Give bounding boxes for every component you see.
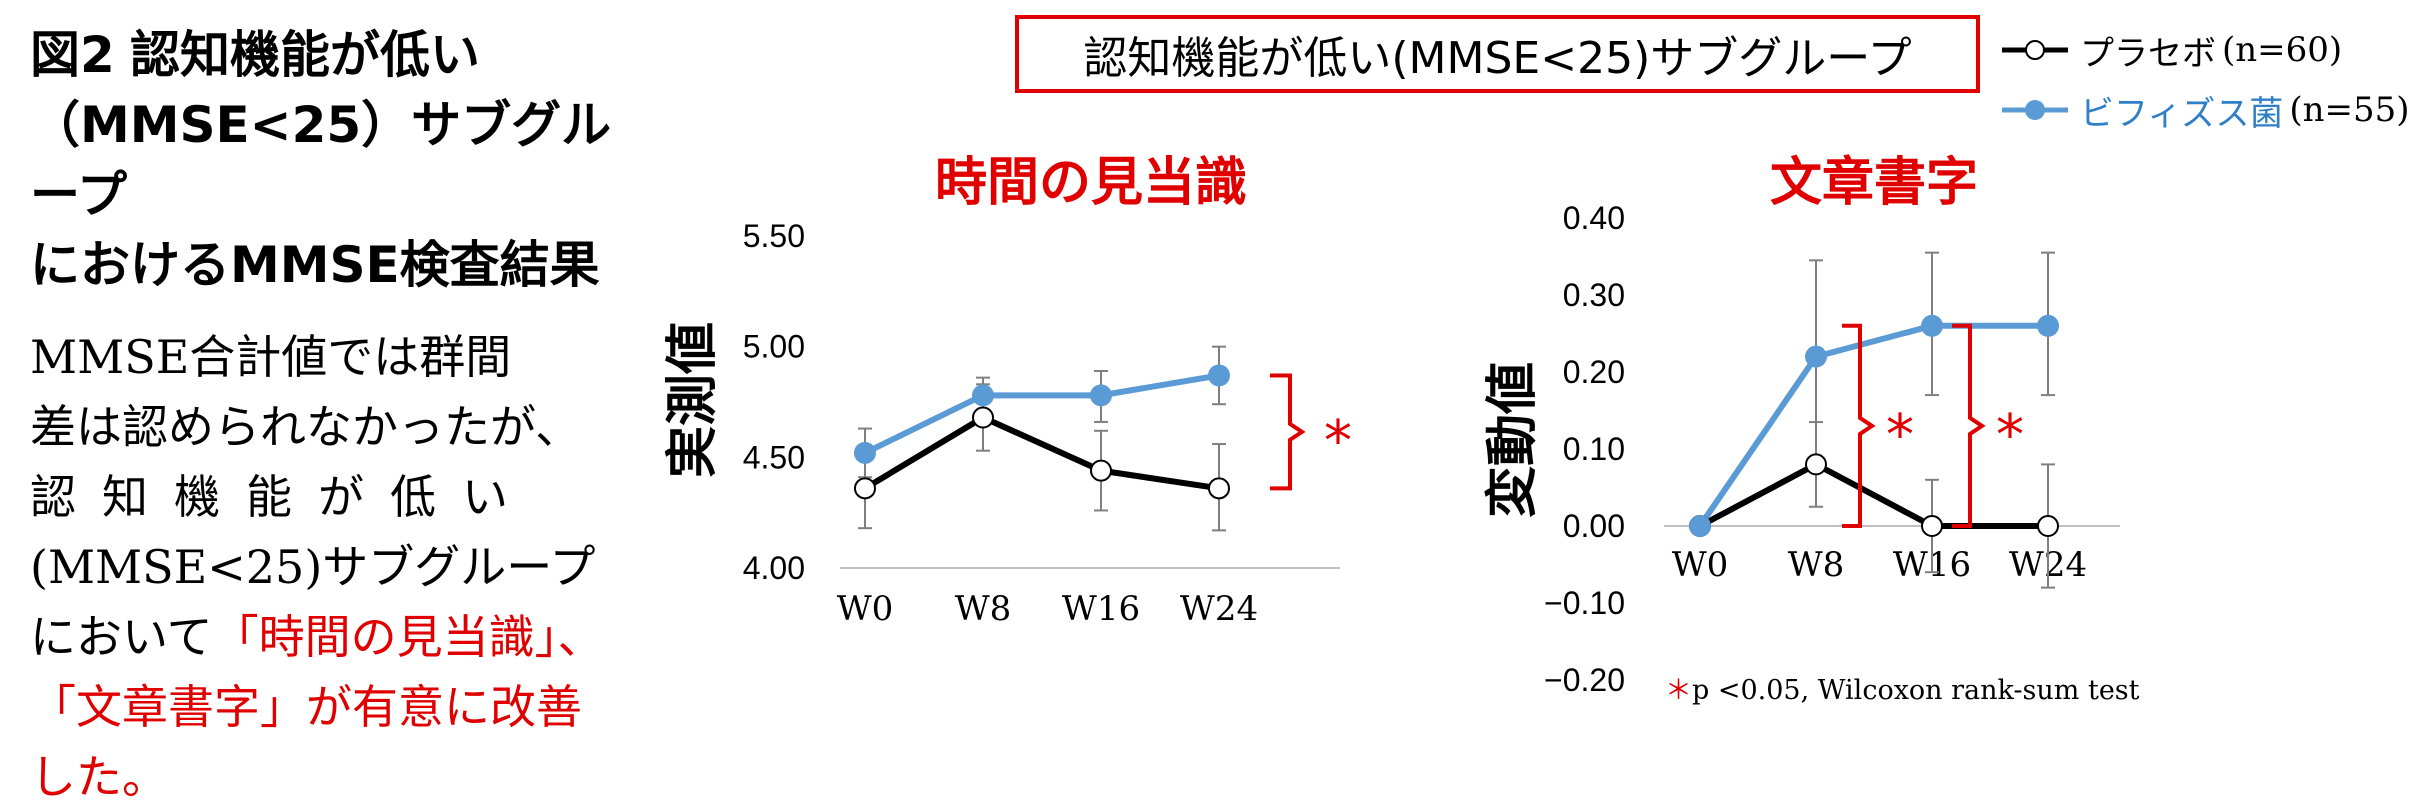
data-point-bifido	[972, 384, 994, 407]
data-point-placebo	[854, 477, 876, 500]
left-panel: 図2 認知機能が低い （MMSE<25）サブグループ におけるMMSE検査結果 M…	[30, 20, 630, 812]
legend-item-placebo: プラセボ (n=60)	[2000, 20, 2410, 80]
x-tick-label: W16	[1062, 589, 1140, 629]
footnote: ＊p <0.05, Wilcoxon rank-sum test	[1665, 668, 2140, 707]
legend-placebo-label: プラセボ	[2080, 33, 2216, 74]
x-tick-label: W24	[1180, 589, 1258, 629]
data-point-bifido	[1208, 364, 1230, 387]
y-tick-label: 0.20	[1563, 354, 1625, 390]
summary-line-7: した。	[30, 750, 168, 804]
data-point-bifido	[1090, 384, 1112, 407]
data-point-placebo	[1208, 477, 1230, 500]
data-point-placebo	[1090, 459, 1112, 482]
significance-bracket	[1952, 323, 1986, 528]
significance-bracket	[1842, 323, 1876, 528]
y-tick-label: 0.10	[1563, 431, 1625, 467]
summary-text: MMSE合計値では群間 差は認められなかったが、 認知機能が低い (MMSE<2…	[30, 322, 630, 812]
footnote-star: ＊	[1665, 675, 1692, 706]
data-point-bifido	[1921, 314, 1943, 337]
data-point-bifido	[2037, 314, 2059, 337]
data-point-placebo	[2037, 515, 2059, 537]
legend-item-bifido: ビフィズス菌 (n=55)	[2000, 80, 2410, 140]
figure-title-line1: 認知機能が低い	[130, 26, 480, 84]
data-point-bifido	[1689, 515, 1711, 537]
x-tick-label: W8	[955, 589, 1012, 629]
data-point-bifido	[1805, 345, 1827, 368]
chart-title: 時間の見当識	[935, 153, 1247, 213]
chart-title: 文章書字	[1770, 153, 1978, 213]
significance-star: *	[1996, 403, 2024, 468]
figure-title-line2: （MMSE<25）サブグループ	[30, 96, 612, 224]
summary-line-3: 認知機能が低い	[30, 470, 534, 524]
summary-line-1: MMSE合計値では群間	[30, 330, 512, 384]
legend-bifido-label: ビフィズス菌	[2080, 93, 2284, 134]
summary-line-5b: 「時間の見当識」、	[212, 610, 604, 664]
x-tick-label: W0	[837, 589, 894, 629]
footnote-text: p <0.05, Wilcoxon rank-sum test	[1692, 675, 2140, 706]
y-axis-label: 変動値	[1483, 362, 1543, 518]
subgroup-header-box: 認知機能が低い(MMSE<25)サブグループ	[1015, 15, 1980, 93]
legend-placebo-n: (n=60)	[2222, 30, 2343, 70]
data-point-placebo	[1805, 453, 1827, 476]
data-point-placebo	[972, 406, 994, 429]
significance-bracket	[1270, 373, 1306, 491]
bifido-swatch-icon	[2002, 100, 2068, 120]
figure-title-line3: におけるMMSE検査結果	[30, 236, 600, 294]
placebo-swatch-icon	[2002, 40, 2068, 60]
series-line	[1697, 322, 2048, 528]
series-line	[863, 372, 1220, 456]
y-tick-label: 0.00	[1563, 508, 1625, 544]
y-tick-label: 5.50	[743, 218, 805, 254]
y-tick-label: −0.20	[1544, 662, 1625, 698]
x-tick-label: W8	[1788, 545, 1845, 585]
y-axis-label: 実測値	[663, 322, 723, 478]
data-point-bifido	[854, 441, 876, 464]
legend: プラセボ (n=60) ビフィズス菌 (n=55)	[2000, 20, 2410, 140]
significance-star: *	[1886, 403, 1914, 468]
summary-line-5a: において	[30, 610, 213, 664]
figure-title: 図2 認知機能が低い （MMSE<25）サブグループ におけるMMSE検査結果	[30, 20, 630, 300]
summary-line-6b: が有意に改善	[306, 680, 582, 734]
data-point-placebo	[1921, 515, 1943, 537]
y-tick-label: 4.00	[743, 550, 805, 586]
y-tick-label: 0.30	[1563, 277, 1625, 313]
y-tick-label: 5.00	[743, 329, 805, 365]
significance-star: *	[1324, 409, 1352, 474]
series-line	[1698, 461, 2048, 529]
figure-number: 図2	[30, 26, 115, 84]
y-tick-label: 0.40	[1563, 200, 1625, 236]
y-tick-label: −0.10	[1544, 585, 1625, 621]
summary-line-4: (MMSE<25)サブグループ	[30, 540, 596, 594]
legend-bifido-n: (n=55)	[2289, 90, 2410, 130]
summary-line-6a: 「文章書字」	[30, 680, 306, 734]
y-tick-label: 4.50	[743, 439, 805, 475]
summary-line-2: 差は認められなかったが、	[30, 400, 582, 454]
series-line	[863, 414, 1220, 492]
x-tick-label: W0	[1672, 545, 1729, 585]
